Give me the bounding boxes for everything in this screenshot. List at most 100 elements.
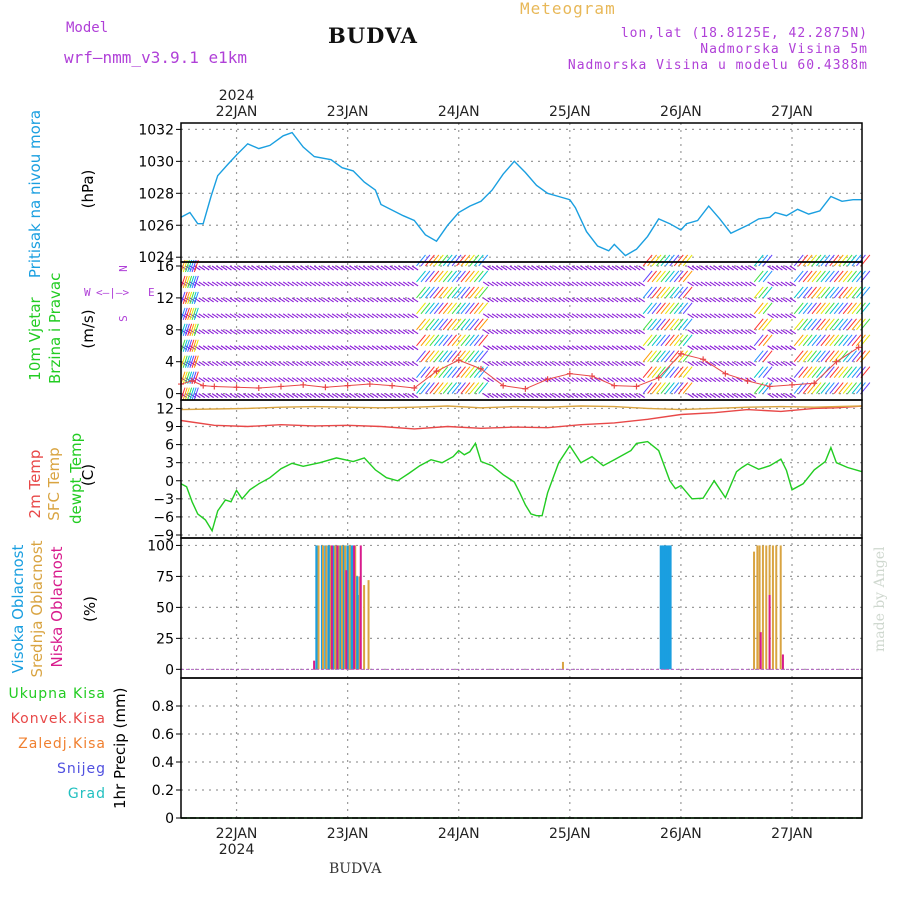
wind-barb bbox=[736, 345, 743, 351]
cloud-low-axis-label: Niska Oblacnost bbox=[48, 546, 66, 668]
wind-barb bbox=[713, 297, 721, 303]
wind-barb bbox=[238, 313, 246, 319]
wind-barb bbox=[789, 281, 797, 287]
wind-barb bbox=[380, 313, 388, 319]
wind-barb bbox=[713, 361, 721, 367]
wind-barb bbox=[820, 318, 831, 331]
wind-barb bbox=[660, 302, 671, 315]
wind-barb bbox=[571, 281, 579, 287]
wind-barb bbox=[296, 297, 303, 303]
cloud-bar bbox=[329, 545, 332, 670]
wind-barb bbox=[380, 281, 388, 287]
wind-barb bbox=[327, 377, 334, 383]
wind-barb bbox=[842, 318, 853, 331]
wind-barb bbox=[718, 361, 725, 367]
wind-speed-line bbox=[369, 383, 393, 387]
wind-barb bbox=[447, 318, 458, 331]
wind-barb bbox=[182, 371, 188, 384]
wind-barb bbox=[789, 265, 797, 271]
day-label-top: 26JAN bbox=[660, 104, 702, 120]
wind-barb bbox=[482, 361, 490, 367]
wind-speed-line bbox=[191, 380, 204, 387]
wind-barb bbox=[456, 366, 466, 378]
wind-barb bbox=[407, 377, 414, 383]
wind-barb bbox=[638, 361, 646, 367]
wind-barb bbox=[376, 393, 383, 399]
wind-barb bbox=[678, 350, 689, 363]
wind-barb bbox=[847, 318, 857, 331]
wind-barb bbox=[842, 382, 853, 394]
wind-barb bbox=[776, 393, 783, 399]
wind-barb bbox=[585, 345, 592, 351]
wind-barb bbox=[182, 307, 188, 321]
wind-barb bbox=[442, 382, 453, 394]
wind-barb bbox=[438, 318, 449, 331]
wind-barb bbox=[345, 313, 352, 319]
wind-barb bbox=[465, 350, 475, 363]
cloud-bar bbox=[756, 545, 759, 670]
wind-barb bbox=[633, 297, 641, 303]
pressure-tick-label: 1024 bbox=[138, 250, 174, 266]
wind-speed-line bbox=[347, 383, 370, 387]
wind-barb bbox=[553, 313, 561, 319]
wind-barb bbox=[651, 254, 662, 267]
cloud-bar bbox=[325, 545, 328, 670]
wind-barb bbox=[322, 377, 330, 383]
wind-barb bbox=[496, 265, 503, 271]
wind-barb bbox=[291, 281, 299, 287]
wind-barb bbox=[274, 393, 281, 399]
wind-barb bbox=[585, 281, 592, 287]
wind-barb bbox=[487, 377, 494, 383]
wind-barb bbox=[182, 339, 188, 352]
wind-barb bbox=[727, 377, 734, 383]
temp-tick-label: −6 bbox=[153, 510, 174, 526]
wind-barb bbox=[456, 254, 466, 267]
compass-n: N bbox=[116, 265, 130, 272]
wind-barb bbox=[482, 345, 490, 351]
wind-barb bbox=[478, 366, 489, 378]
wind-barb bbox=[798, 270, 809, 283]
wind-barb bbox=[345, 361, 352, 367]
wind-barb bbox=[207, 313, 214, 319]
wind-barb bbox=[482, 377, 490, 383]
wind-barb bbox=[540, 281, 548, 287]
wind-barb bbox=[540, 393, 548, 399]
wind-barb bbox=[736, 281, 743, 287]
wind-barb bbox=[522, 377, 530, 383]
wind-barb bbox=[225, 345, 232, 351]
wind-barb bbox=[194, 265, 201, 271]
wind-barb bbox=[296, 281, 303, 287]
wind-barb bbox=[785, 313, 792, 319]
wind-barb bbox=[620, 361, 628, 367]
pressure-axis-label: Pritisak na nivou mora bbox=[26, 109, 44, 279]
wind-barb bbox=[549, 361, 557, 367]
wind-barb bbox=[229, 377, 237, 383]
wind-barb bbox=[651, 366, 662, 378]
wind-barb bbox=[647, 334, 657, 347]
wind-barb bbox=[398, 265, 406, 271]
wind-barb bbox=[633, 281, 641, 287]
wind-barb bbox=[433, 350, 444, 363]
wind-barb bbox=[580, 329, 588, 335]
wind-barb bbox=[527, 281, 534, 287]
wind-barb bbox=[833, 366, 844, 378]
wind-barb bbox=[549, 265, 557, 271]
wind-barb bbox=[371, 329, 379, 335]
wind-barb bbox=[438, 334, 449, 347]
wind-barb bbox=[442, 334, 453, 347]
wind-barb bbox=[198, 345, 206, 351]
wind-barb bbox=[833, 286, 844, 299]
wind-barb bbox=[425, 318, 435, 331]
wind-barb bbox=[656, 318, 666, 331]
wind-barb bbox=[553, 361, 561, 367]
compass-cross-icon: <–|–> bbox=[96, 286, 130, 299]
wind-barb bbox=[576, 329, 583, 335]
wind-barb bbox=[505, 265, 512, 271]
wind-barb bbox=[589, 265, 597, 271]
wind-barb bbox=[291, 345, 299, 351]
wind-barb bbox=[642, 286, 653, 299]
wind-barb bbox=[416, 366, 426, 378]
wind-barb bbox=[740, 313, 748, 319]
precip-tick-label: 0.4 bbox=[152, 755, 174, 771]
wind-barb bbox=[327, 313, 334, 319]
